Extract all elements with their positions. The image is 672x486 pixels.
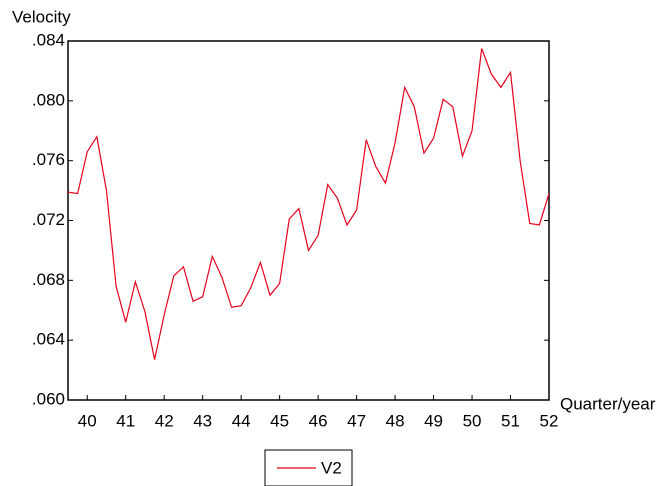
x-tick-label: 40 <box>78 411 97 430</box>
data-line <box>67 48 550 360</box>
x-tick-label: 46 <box>309 411 328 430</box>
y-axis-label: Velocity <box>12 7 71 26</box>
y-tick-label: .076 <box>32 150 65 169</box>
legend-label: V2 <box>321 458 342 477</box>
x-tick-label: 43 <box>193 411 212 430</box>
x-axis-label: Quarter/year <box>560 394 656 413</box>
x-tick-label: 52 <box>540 411 559 430</box>
x-tick-label: 48 <box>386 411 405 430</box>
x-tick-label: 42 <box>155 411 174 430</box>
y-tick-label: .064 <box>32 330 65 349</box>
plot-frame <box>67 40 550 401</box>
y-tick-label: .080 <box>32 90 65 109</box>
x-tick-label: 44 <box>232 411 251 430</box>
y-tick-label: .060 <box>32 389 65 408</box>
x-tick-label: 45 <box>270 411 289 430</box>
y-tick-label: .084 <box>32 30 65 49</box>
x-tick-label: 41 <box>116 411 135 430</box>
x-tick-label: 50 <box>463 411 482 430</box>
x-tick-label: 51 <box>501 411 520 430</box>
x-tick-label: 47 <box>347 411 366 430</box>
x-tick-label: 49 <box>424 411 443 430</box>
y-tick-label: .068 <box>32 270 65 289</box>
y-tick-label: .072 <box>32 210 65 229</box>
